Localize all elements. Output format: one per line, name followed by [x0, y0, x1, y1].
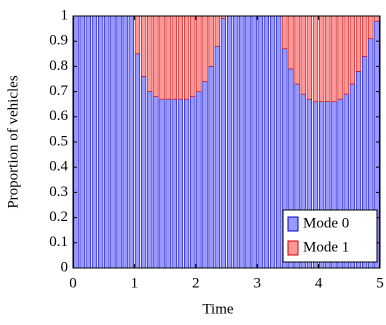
bar: [110, 15, 116, 269]
bar: [282, 15, 288, 50]
bar: [312, 15, 319, 102]
bar: [276, 15, 282, 269]
bar: [190, 96, 196, 269]
bar: [171, 15, 177, 100]
bar: [171, 98, 177, 269]
bar: [331, 15, 337, 102]
y-tick-label: 0.9: [49, 33, 68, 49]
bar: [190, 15, 196, 97]
legend-label: Mode 0: [303, 215, 349, 231]
bar: [245, 15, 251, 269]
y-axis-label: Proportion of vehicles: [5, 75, 21, 208]
bar: [251, 15, 257, 269]
bar: [220, 18, 227, 269]
bar: [177, 15, 184, 100]
y-tick-label: 0.3: [49, 184, 68, 200]
bar: [134, 53, 141, 269]
x-axis-label: Time: [202, 301, 233, 317]
bar: [104, 15, 110, 269]
bar: [79, 15, 85, 269]
bar: [343, 15, 349, 95]
bar: [300, 15, 306, 95]
y-tick-label: 0.4: [49, 159, 68, 175]
bar: [337, 15, 343, 100]
bar: [214, 15, 220, 47]
bar: [288, 15, 294, 70]
bar: [98, 15, 104, 269]
x-tick-label: 1: [131, 275, 139, 291]
bar: [141, 76, 147, 269]
legend-label: Mode 1: [303, 239, 349, 255]
bar: [233, 15, 239, 269]
bar: [196, 15, 202, 92]
x-tick-label: 0: [69, 275, 77, 291]
y-tick-label: 0.5: [49, 133, 68, 149]
bar: [374, 15, 380, 22]
bar: [165, 98, 171, 269]
legend-box: [282, 209, 378, 263]
bar: [226, 15, 233, 269]
x-tick-label: 2: [192, 275, 200, 291]
bar: [128, 15, 134, 269]
bar: [147, 15, 153, 92]
bar: [202, 81, 208, 269]
y-tick-label: 0.1: [49, 234, 68, 250]
bar: [239, 15, 245, 269]
legend-swatch: [287, 240, 299, 256]
y-tick-label: 0: [61, 259, 69, 275]
bar: [257, 15, 263, 269]
bar: [122, 15, 128, 269]
y-tick-label: 0.7: [49, 83, 68, 99]
bar: [134, 15, 141, 55]
bar: [208, 66, 214, 269]
bar: [269, 15, 276, 269]
y-tick-label: 0.2: [49, 209, 68, 225]
bar: [368, 15, 374, 39]
y-tick-label: 1: [61, 7, 69, 23]
y-tick-label: 0.8: [49, 58, 68, 74]
bar: [147, 91, 153, 269]
y-tick-label: 0.6: [49, 108, 68, 124]
bar: [153, 15, 159, 97]
x-tick-label: 5: [376, 275, 384, 291]
bar: [306, 15, 312, 100]
bar: [349, 15, 355, 85]
bar: [153, 96, 159, 269]
bar: [91, 15, 98, 269]
bar: [208, 15, 214, 67]
bar: [355, 15, 362, 72]
bar: [183, 98, 190, 269]
bar: [263, 15, 270, 269]
bar: [177, 98, 184, 269]
bar: [116, 15, 122, 269]
bar: [165, 15, 171, 100]
bar: [159, 98, 165, 269]
bar: [319, 15, 325, 102]
bar: [159, 15, 165, 100]
x-tick-label: 3: [253, 275, 261, 291]
bar: [85, 15, 91, 269]
bar: [141, 15, 147, 77]
bar: [294, 15, 300, 85]
bar: [202, 15, 208, 82]
legend-swatch: [287, 216, 299, 232]
bar: [183, 15, 190, 100]
bar: [362, 15, 368, 57]
bar: [214, 45, 220, 269]
x-tick-label: 4: [315, 275, 323, 291]
bar: [325, 15, 331, 102]
bar: [196, 91, 202, 269]
